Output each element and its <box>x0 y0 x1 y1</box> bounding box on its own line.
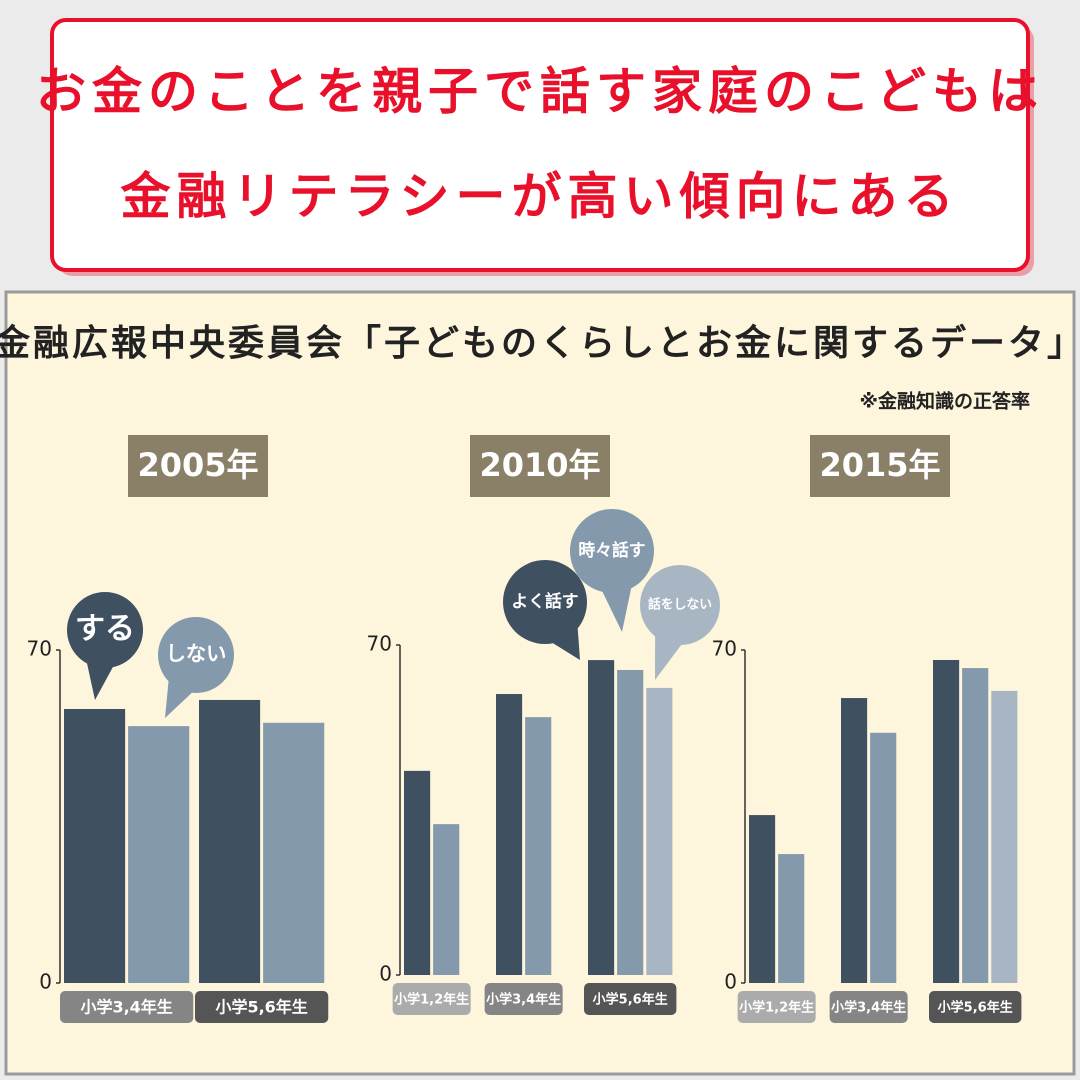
bar <box>199 699 261 983</box>
legend-bubble <box>67 592 143 668</box>
y-tick-label: 0 <box>39 970 52 994</box>
legend-bubble-tail <box>602 588 632 632</box>
bar <box>588 660 615 975</box>
category-box <box>392 983 471 1015</box>
bar <box>617 669 644 975</box>
year-label: 2005年 <box>137 446 258 484</box>
x-tick-label: 小学3,4年生 <box>486 992 561 1008</box>
x-tick-label: 小学1,2年生 <box>394 992 469 1008</box>
title-line: 金融リテラシーが高い傾向にある <box>121 168 960 226</box>
year-label: 2015年 <box>819 446 940 484</box>
x-tick-label: 小学3,4年生 <box>80 998 172 1017</box>
legend-bubble-tail <box>553 628 580 660</box>
legend-bubble <box>503 560 587 644</box>
x-tick-label: 小学5,6年生 <box>593 992 668 1008</box>
bar <box>263 722 325 983</box>
source: 金融広報中央委員会「子どものくらしとお金に関するデータ」 <box>0 322 1080 364</box>
bar <box>128 726 190 983</box>
x-tick-label: 小学5,6年生 <box>215 998 307 1017</box>
legend-bubble <box>158 617 234 693</box>
bar <box>933 659 960 983</box>
legend-label: 話をしない <box>648 597 712 613</box>
y-tick-label: 70 <box>367 632 392 656</box>
year-box <box>128 435 268 497</box>
legend-bubble-tail <box>655 636 682 680</box>
bar <box>496 694 523 975</box>
bar <box>870 732 897 983</box>
bar <box>749 815 776 983</box>
category-box <box>484 983 563 1015</box>
title-line: お金のことを親子で話す家庭のこどもは <box>36 63 1044 121</box>
legend-bubble-tail <box>87 663 113 700</box>
x-tick-label: 小学5,6年生 <box>938 1000 1013 1016</box>
note: ※金融知識の正答率 <box>860 390 1030 413</box>
legend-label: 時々話す <box>578 540 645 560</box>
bar <box>991 690 1018 983</box>
x-tick-label: 小学1,2年生 <box>739 1000 814 1016</box>
legend-bubble <box>640 565 720 645</box>
category-box <box>584 983 677 1015</box>
bar <box>525 717 552 975</box>
bar <box>778 854 805 983</box>
legend-bubble <box>570 509 654 593</box>
legend-label: しない <box>166 642 227 666</box>
bar <box>64 708 126 983</box>
year-box <box>470 435 610 497</box>
bar <box>433 824 460 975</box>
category-box <box>929 991 1022 1023</box>
year-box <box>810 435 950 497</box>
bar <box>962 668 989 983</box>
category-box <box>195 991 329 1023</box>
legend-label: よく話す <box>511 591 578 611</box>
legend-label: する <box>75 612 135 647</box>
bar <box>404 770 431 975</box>
title-box <box>50 18 1030 272</box>
x-tick-label: 小学3,4年生 <box>831 1000 906 1016</box>
y-tick-label: 70 <box>712 637 737 661</box>
bar <box>646 687 673 975</box>
year-label: 2010年 <box>479 446 600 484</box>
y-tick-label: 70 <box>27 637 52 661</box>
category-box <box>60 991 194 1023</box>
bar <box>841 698 868 983</box>
category-box <box>737 991 816 1023</box>
y-tick-label: 0 <box>724 970 737 994</box>
y-tick-label: 0 <box>379 962 392 986</box>
category-box <box>829 991 908 1023</box>
